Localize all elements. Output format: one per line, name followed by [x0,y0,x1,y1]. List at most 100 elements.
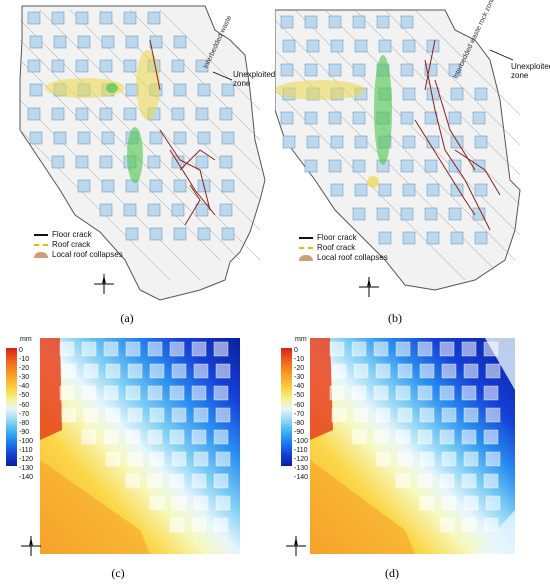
pillars-d [329,341,501,533]
pillar [304,111,318,125]
colorbar-ticks: 0 -10 -20 -30 -40 -50 -60 -70 -80 -90 -100 -110 … [294,347,309,482]
pillar [485,407,501,423]
pillar [417,429,433,445]
pillar [463,407,479,423]
caption-a: (a) [120,311,134,325]
pillar [51,59,65,73]
pillar [352,15,366,29]
pillar [329,341,345,357]
pillar [441,407,457,423]
pillar [375,407,391,423]
pillar [221,179,235,193]
pillar [373,429,389,445]
colorbar-gradient [281,348,292,466]
pillar [195,107,209,121]
pillar [27,107,41,121]
pillar [123,107,137,121]
pillar [147,341,163,357]
pillar [280,63,294,77]
pillar [331,363,347,379]
pillar [197,131,211,145]
pillar [149,407,165,423]
pillar [330,183,344,197]
caption-b: (b) [388,311,402,325]
pillar [353,407,369,423]
pillar [353,363,369,379]
colorbar-unit: mm [295,336,307,343]
pillar [402,39,416,53]
pillar [127,451,143,467]
pillar [99,155,113,169]
colorbar-unit: mm [20,336,32,343]
legend-roof-crack: Roof crack [299,243,388,253]
pillar [213,385,229,401]
pillar [328,63,342,77]
pillar [351,429,367,445]
pillar [147,385,163,401]
pillar [306,39,320,53]
pillar [213,429,229,445]
roof-crack-zone [136,50,160,120]
colorbar-ticks: 0 -10 -20 -30 -40 -50 -60 -70 -80 -90 -100 -110 … [19,347,34,482]
panel-a-mine-map: Interbedded waste Unexploited zone Floor… [0,0,275,325]
pillar [61,407,77,423]
pillar [280,15,294,29]
pillar [461,385,477,401]
pillar [51,107,65,121]
pillar [400,207,414,221]
pillar [328,15,342,29]
pillar [282,39,296,53]
pillar [397,451,413,467]
pillar [123,59,137,73]
pillar [378,183,392,197]
pillar [472,111,486,125]
pillar [61,363,77,379]
pillar [195,59,209,73]
pillar [376,207,390,221]
pillar [101,131,115,145]
pillar [193,495,209,511]
pillar [304,63,318,77]
pillar [448,63,462,77]
pillar [99,203,113,217]
legend-floor-crack: Floor crack [34,230,123,240]
pillar [81,385,97,401]
pillar [193,451,209,467]
pillar [463,495,479,511]
pillar [171,59,185,73]
pillar [461,517,477,533]
pillar [171,495,187,511]
legend-b: Floor crack Roof crack Local roof collap… [299,233,388,263]
pillar [149,179,163,193]
pillar [101,179,115,193]
pillar [354,39,368,53]
pillar [125,473,141,489]
pillar [424,111,438,125]
pillar [81,429,97,445]
pillar [463,363,479,379]
pillar [400,111,414,125]
colorbar-gradient [6,348,17,466]
pillar [424,207,438,221]
pillar [441,451,457,467]
pillar [171,363,187,379]
pillar [213,341,229,357]
pillar [483,473,499,489]
roof-crack-zone [45,78,125,98]
pillar [397,363,413,379]
pillar [193,407,209,423]
pillar [215,495,231,511]
pillar [419,495,435,511]
pillar [219,155,233,169]
pillar [27,59,41,73]
pillar [149,451,165,467]
pillar [417,341,433,357]
pillar [395,385,411,401]
pillar [352,207,366,221]
pillar [29,131,43,145]
pillar [125,429,141,445]
pillar [195,155,209,169]
pillar [59,385,75,401]
pillar [354,183,368,197]
compass-b [357,275,381,299]
